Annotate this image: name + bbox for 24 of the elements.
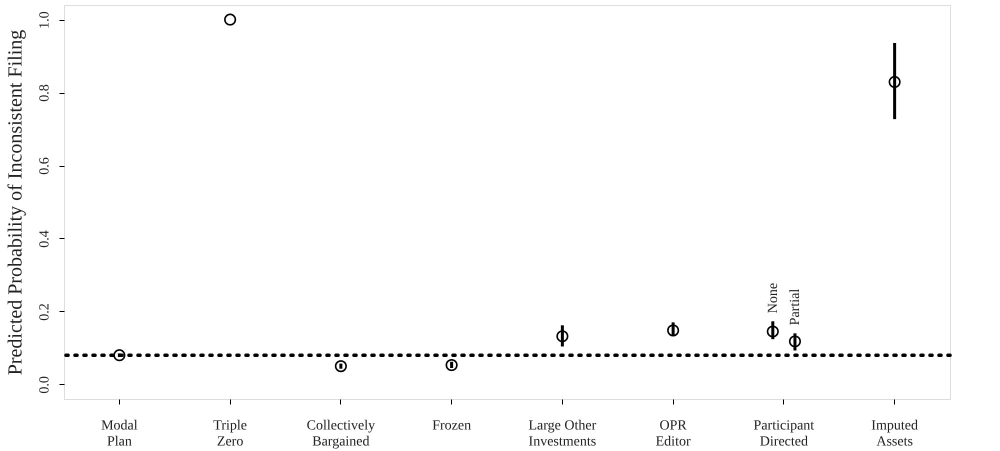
point [224,14,236,26]
x-tick-label: Modal Plan [101,418,138,450]
point [334,360,347,372]
x-tick-label: Collectively Bargained [306,418,376,450]
y-tick-label: 0.4 [38,230,52,248]
y-tick-label: 0.0 [38,376,52,394]
y-tick-label: 0.2 [38,303,52,321]
x-tick-label: OPR Editor [656,418,691,450]
y-tick-label: 0.6 [38,157,52,175]
y-tick-label: 1.0 [38,11,52,29]
x-tick-label: Imputed Assets [871,418,918,450]
point [446,359,458,372]
point [113,349,126,362]
x-tick-label: Triple Zero [213,418,247,450]
y-axis-title: Predicted Probability of Inconsistent Filing [4,30,26,376]
point [556,330,568,342]
text: Partial [788,288,803,326]
y-tick-label: 0.8 [38,84,52,102]
x-tick-label: Large Other Investments [528,418,597,450]
text: None [766,282,781,314]
x-tick-label: Frozen [432,418,472,434]
point [667,324,680,336]
x-tick-label: Participant Directed [754,418,814,450]
point [888,76,901,88]
